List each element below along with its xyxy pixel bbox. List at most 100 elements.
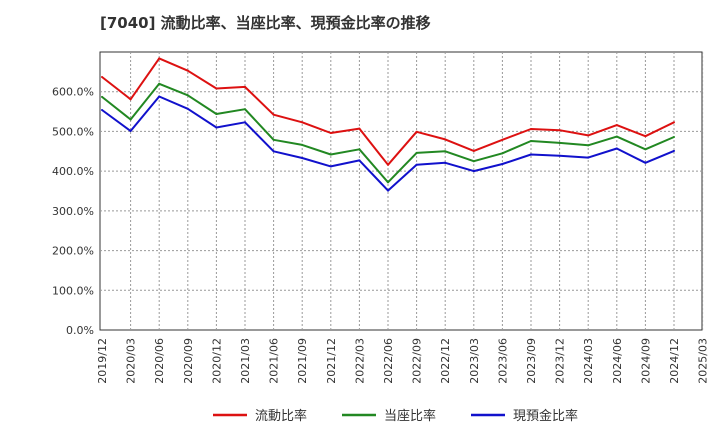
data-point-0 (615, 124, 618, 127)
data-point-2 (673, 149, 675, 152)
legend-label: 当座比率 (384, 408, 436, 424)
data-point-0 (215, 87, 218, 90)
data-point-0 (387, 163, 389, 166)
data-point-0 (501, 138, 504, 141)
data-point-2 (101, 108, 103, 111)
x-tick-label: 2019/12 (96, 338, 109, 384)
y-tick-label: 100.0% (52, 284, 94, 297)
data-point-2 (301, 157, 304, 160)
y-tick-label: 0.0% (66, 324, 94, 337)
data-point-2 (530, 153, 532, 156)
data-point-0 (472, 149, 475, 152)
y-tick-label: 500.0% (52, 125, 94, 138)
data-point-1 (129, 118, 132, 121)
chart-title: [7040] 流動比率、当座比率、現預金比率の推移 (100, 14, 431, 32)
data-point-1 (501, 152, 504, 155)
data-point-2 (501, 162, 504, 165)
x-tick-label: 2021/06 (268, 338, 281, 384)
y-tick-label: 200.0% (52, 245, 94, 258)
x-tick-label: 2022/03 (353, 338, 366, 384)
data-point-0 (101, 76, 103, 79)
y-tick-label: 300.0% (52, 205, 94, 218)
data-point-0 (129, 98, 132, 101)
data-point-1 (587, 144, 590, 147)
legend: 流動比率 当座比率 現預金比率 (213, 408, 578, 424)
x-tick-label: 2022/12 (439, 338, 452, 384)
plot-area (99, 51, 703, 331)
legend-label: 流動比率 (255, 408, 307, 424)
data-point-0 (158, 57, 161, 60)
data-point-1 (215, 112, 218, 115)
data-point-2 (387, 189, 389, 192)
x-tick-label: 2024/03 (582, 338, 595, 384)
data-point-0 (272, 113, 275, 116)
data-point-2 (615, 147, 618, 150)
data-point-1 (530, 139, 532, 142)
data-point-1 (158, 82, 161, 85)
data-point-0 (358, 127, 361, 130)
x-tick-label: 2020/09 (182, 338, 195, 384)
data-point-2 (272, 150, 275, 153)
x-tick-label: 2024/09 (639, 338, 652, 384)
data-point-2 (587, 156, 590, 159)
x-tick-label: 2021/03 (239, 338, 252, 384)
data-point-2 (158, 95, 161, 98)
data-point-0 (329, 132, 332, 135)
data-point-1 (358, 148, 361, 151)
data-point-1 (415, 151, 418, 154)
data-point-1 (472, 160, 475, 163)
x-axis-ticks: 2019/12 2020/03 2020/06 2020/09 2020/12 2021/… (96, 338, 710, 384)
data-point-0 (673, 121, 675, 124)
x-tick-label: 2020/06 (153, 338, 166, 384)
x-tick-label: 2024/12 (668, 338, 681, 384)
x-tick-label: 2020/03 (125, 338, 138, 384)
data-point-1 (329, 153, 332, 156)
data-point-2 (244, 121, 246, 124)
data-point-1 (301, 143, 304, 146)
data-point-2 (644, 161, 647, 164)
x-tick-label: 2023/03 (468, 338, 481, 384)
x-tick-label: 2023/12 (554, 338, 567, 384)
y-tick-label: 600.0% (52, 86, 94, 99)
x-tick-label: 2022/06 (382, 338, 395, 384)
data-point-1 (615, 135, 618, 138)
data-point-1 (444, 150, 447, 153)
x-tick-label: 2025/03 (697, 338, 710, 384)
data-point-1 (186, 94, 189, 97)
data-point-0 (644, 135, 647, 138)
data-point-1 (558, 141, 561, 144)
series-lines (101, 57, 675, 192)
data-point-2 (186, 107, 189, 110)
x-tick-label: 2024/06 (611, 338, 624, 384)
data-point-2 (558, 154, 561, 157)
data-point-0 (558, 129, 561, 132)
data-point-1 (644, 148, 647, 151)
data-point-2 (444, 161, 447, 164)
data-point-0 (244, 85, 246, 88)
data-point-1 (272, 138, 275, 141)
data-point-0 (301, 121, 304, 124)
data-point-1 (673, 135, 675, 138)
data-point-1 (101, 95, 103, 98)
y-tick-label: 400.0% (52, 165, 94, 178)
x-tick-label: 2021/09 (296, 338, 309, 384)
x-tick-label: 2023/06 (496, 338, 509, 384)
data-point-0 (415, 130, 418, 133)
data-point-2 (215, 126, 218, 129)
x-tick-label: 2023/09 (525, 338, 538, 384)
data-point-1 (387, 181, 389, 184)
x-tick-label: 2020/12 (210, 338, 223, 384)
data-point-2 (415, 163, 418, 166)
data-point-2 (358, 159, 361, 162)
data-point-2 (472, 170, 475, 173)
legend-label: 現預金比率 (513, 408, 578, 424)
y-axis-ticks: 0.0% 100.0% 200.0% 300.0% 400.0% 500.0% 600.0% (52, 86, 94, 337)
data-point-0 (444, 138, 447, 141)
x-tick-label: 2021/12 (325, 338, 338, 384)
data-point-1 (244, 108, 246, 111)
x-tick-label: 2022/09 (411, 338, 424, 384)
data-point-0 (530, 128, 532, 131)
data-point-2 (329, 165, 332, 168)
data-point-0 (587, 134, 590, 137)
